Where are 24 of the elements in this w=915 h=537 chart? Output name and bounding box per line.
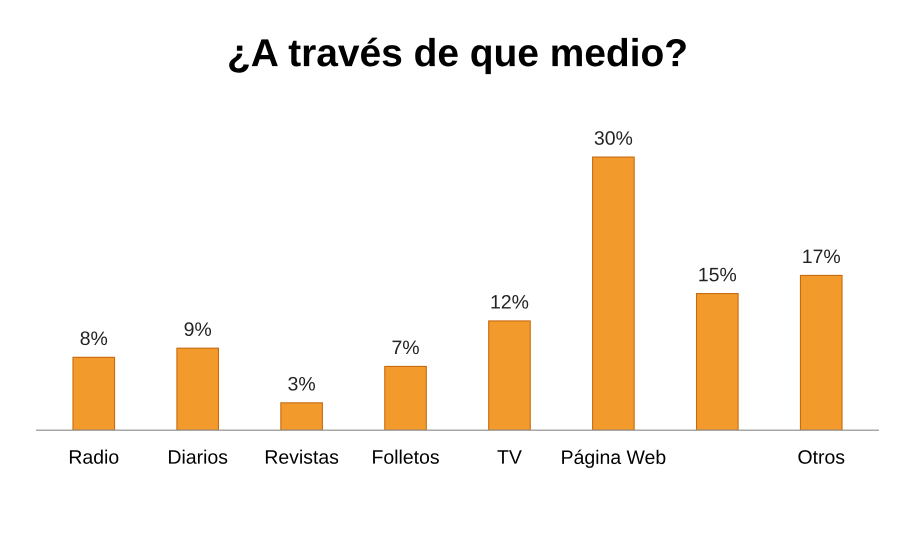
data-label: 9%: [184, 322, 212, 336]
data-label: 30%: [594, 131, 632, 145]
data-label: 12%: [491, 294, 528, 309]
x-tick-label: Página Web: [562, 450, 666, 468]
x-tick-label: Radio: [70, 450, 118, 464]
x-tick-label: Revistas: [266, 450, 338, 464]
data-label: 7%: [392, 340, 419, 354]
x-tick-label: Diarios: [169, 450, 228, 464]
data-label: 3%: [288, 376, 315, 391]
bar: [280, 402, 323, 430]
bar: [488, 320, 531, 430]
bar: [592, 156, 635, 430]
data-label: 15%: [699, 268, 736, 282]
bar: [800, 274, 843, 430]
chart-title: ¿A través de que medio?: [229, 38, 686, 74]
data-label: 8%: [80, 331, 108, 346]
x-tick-label: TV: [497, 450, 522, 464]
bar: [384, 366, 427, 430]
x-tick-label: Folletos: [373, 450, 439, 464]
data-label: 17%: [803, 250, 840, 264]
bar: [72, 356, 116, 430]
bar: [696, 293, 739, 430]
x-tick-label: Otros: [798, 450, 844, 464]
bar: [176, 348, 220, 430]
